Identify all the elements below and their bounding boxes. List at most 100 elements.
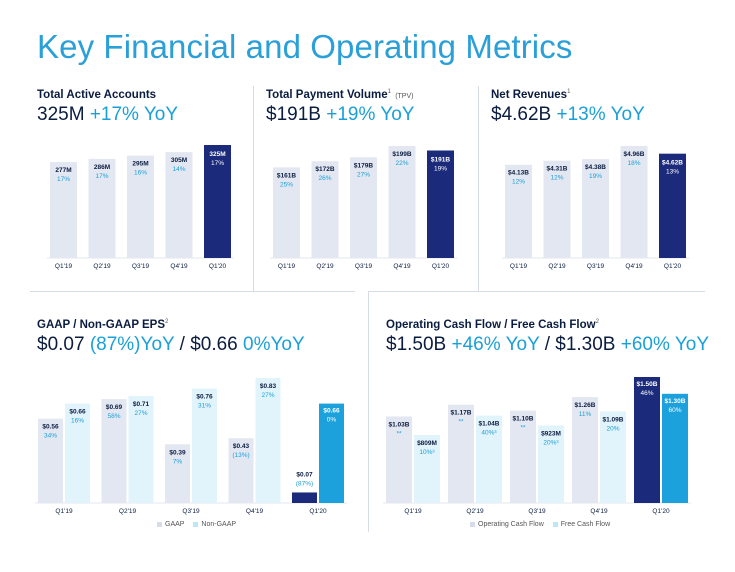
headline-growth: +17% [89,104,139,125]
eps-growth-label-s1-2: 7% [173,458,183,465]
cashflow-tick-label-0: Q1'19 [404,508,422,515]
cashflow-bar-s2-3 [600,411,626,503]
eps-growth-label-s2-0: 16% [71,418,84,425]
tpv-value-label-0: $161B [277,172,296,179]
divider-h-left [30,291,355,292]
headline-value-nongaap: $0.66 [190,334,238,355]
headline-separator: / [544,334,550,355]
cashflow-growth-label-s2-3: 20% [606,425,619,432]
accounts-bar-4 [204,145,231,258]
tpv-value-label-4: $191B [431,157,450,164]
eps-value-label-s2-0: $0.66 [69,409,86,416]
cashflow-bar-s2-0 [414,435,440,503]
legend-item-ocf: Operating Cash Flow [470,521,544,528]
headline: $4.62B +13% YoY [491,104,645,126]
eps-value-label-s2-2: $0.76 [196,394,213,401]
eps-bar-s2-2 [192,388,217,503]
accounts-bar-0 [50,162,77,258]
eps-bar-s1-4 [292,492,317,503]
cashflow-bar-s2-4 [662,393,688,503]
eps-growth-label-s2-3: 27% [261,392,274,399]
revenue-bar-4 [659,153,686,258]
headline-separator: / [179,334,185,355]
footnote-marker: 2 [165,319,169,326]
revenue-bar-3 [620,146,648,258]
panel-label: Total Active Accounts [37,89,157,101]
cashflow-tick-label-2: Q3'19 [528,508,546,515]
accounts-value-label-4: 325M [209,151,225,158]
cashflow-bar-s1-0 [386,416,412,503]
cashflow-tick-label-3: Q4'19 [590,508,608,515]
revenue-growth-label-2: 19% [589,173,602,180]
eps-bar-s2-4 [319,403,344,503]
revenue-bar-1 [543,160,571,258]
eps-tick-label-4: Q1'20 [309,508,327,515]
eps-bar-s1-0 [38,418,63,503]
revenue-tick-label-2: Q3'19 [587,263,605,270]
revenue-growth-label-1: 12% [550,175,563,182]
eps-tick-label-2: Q3'19 [182,508,200,515]
eps-value-label-s1-2: $0.39 [169,449,186,456]
footnote-marker: 1 [567,89,571,96]
headline-value-gaap: $0.07 [37,334,85,355]
cashflow-growth-label-s2-4: 60% [668,407,681,414]
cashflow-tick-label-4: Q1'20 [652,508,670,515]
eps-growth-label-s1-4: (87%) [296,480,313,487]
eps-tick-label-3: Q4'19 [246,508,264,515]
revenue-growth-label-0: 12% [512,179,525,186]
headline-value-ocf: $1.50B [386,334,447,355]
cashflow-growth-label-s1-2: ** [520,425,526,432]
cashflow-growth-label-s2-2: 20%³ [543,439,559,446]
tpv-growth-label-1: 26% [318,175,331,182]
tpv-bar-3 [388,146,416,258]
panel-label: Total Payment Volume1 (TPV) [266,89,414,101]
accounts-growth-label-1: 17% [95,173,108,180]
cashflow-value-label-s2-3: $1.09B [603,416,624,423]
eps-value-label-s1-1: $0.69 [106,404,123,411]
accounts-tick-label-4: Q1'20 [209,263,227,270]
revenue-value-label-1: $4.31B [547,166,568,173]
headline-yoy: YoY [270,334,305,355]
cashflow-value-label-s1-0: $1.03B [389,421,410,428]
revenue-growth-label-3: 18% [627,160,640,167]
accounts-growth-label-4: 17% [211,160,224,167]
cashflow-growth-label-s1-1: ** [458,419,464,426]
accounts-growth-label-2: 16% [134,170,147,177]
legend-swatch-nongaap [193,521,199,527]
cashflow-bar-s1-2 [510,410,536,503]
tpv-value-label-1: $172B [315,166,334,173]
cashflow-value-label-s1-4: $1.50B [637,381,658,388]
headline-growth: +13% [556,104,606,125]
headline-yoy: YoY [610,104,645,125]
headline-growth-fcf: +60% [620,334,670,355]
accounts-bar-3 [165,152,193,258]
eps-value-label-s2-3: $0.83 [260,383,277,390]
revenue-value-label-4: $4.62B [662,160,683,167]
headline-value: 325M [37,104,85,125]
revenue-value-label-2: $4.38B [585,164,606,171]
eps-bar-s2-0 [65,403,90,503]
accounts-value-label-2: 295M [132,161,148,168]
cashflow-value-label-s1-3: $1.26B [575,402,596,409]
headline-value: $4.62B [491,104,552,125]
legend-swatch-fcf [552,521,558,527]
accounts-tick-label-1: Q2'19 [93,263,111,270]
cashflow-growth-label-s1-3: 11% [579,411,592,418]
tpv-growth-label-2: 27% [357,171,370,178]
panel-label: Operating Cash Flow / Free Cash Flow2 [386,319,599,331]
revenue-bar-0 [505,164,532,258]
eps-bar-s1-2 [165,444,190,503]
headline-yoy: YoY [674,334,709,355]
tpv-growth-label-4: 19% [434,166,447,173]
eps-value-label-s1-4: $0.07 [296,471,313,478]
legend-item-gaap: GAAP [157,521,184,528]
cashflow-value-label-s2-2: $923M [541,430,561,437]
legend-item-fcf: Free Cash Flow [552,521,610,528]
accounts-bar-2 [127,155,154,258]
revenue-tick-label-0: Q1'19 [510,263,528,270]
revenue-bar-2 [582,159,609,258]
cashflow-value-label-s2-1: $1.04B [479,421,500,428]
cashflow-tick-label-1: Q2'19 [466,508,484,515]
revenue-tick-label-3: Q4'19 [625,263,643,270]
